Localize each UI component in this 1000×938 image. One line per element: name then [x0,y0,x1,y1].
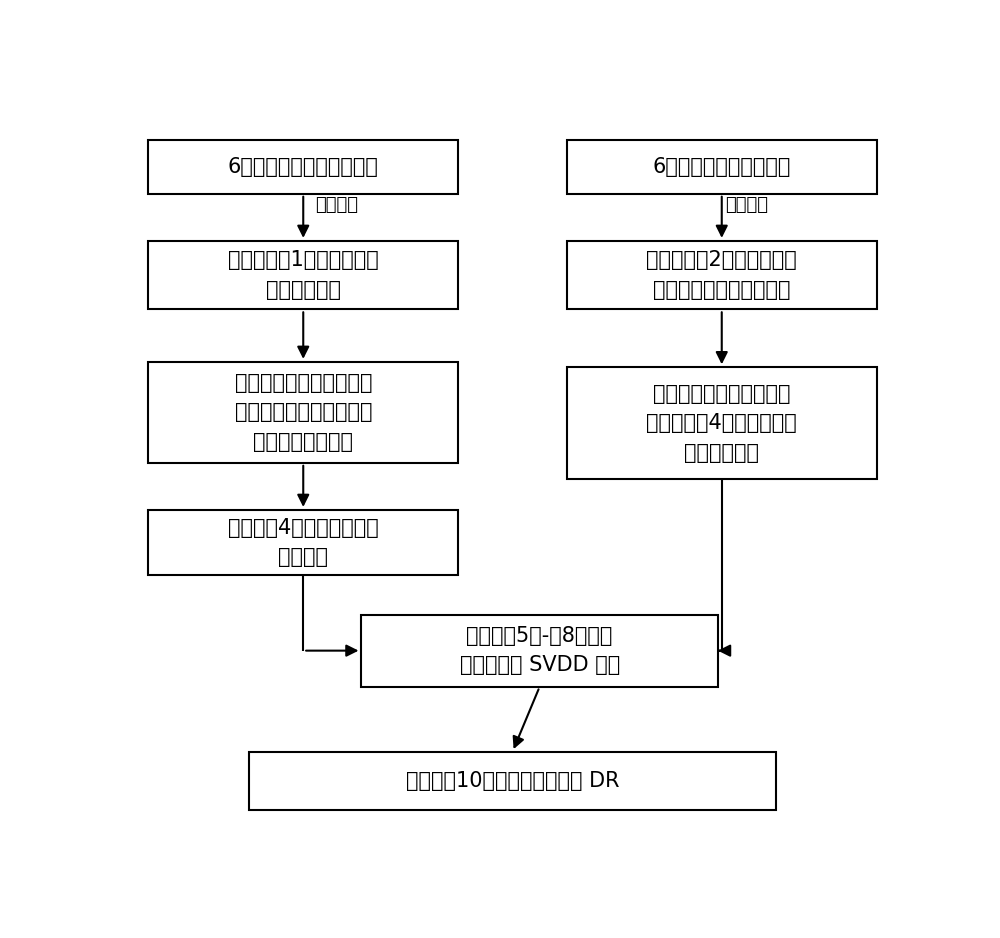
FancyBboxPatch shape [567,241,877,310]
Text: 6个输入变量的直接测量值: 6个输入变量的直接测量值 [228,157,379,176]
FancyBboxPatch shape [361,614,718,687]
FancyBboxPatch shape [148,140,458,194]
Text: 根据式（4）计算每个子空
间统计量: 根据式（4）计算每个子空 间统计量 [228,518,379,567]
FancyBboxPatch shape [567,140,877,194]
Text: 利用式（5）-（8），对
统计量进行 SVDD 建模: 利用式（5）-（8），对 统计量进行 SVDD 建模 [460,626,620,675]
Text: 6个输入变量的实时数据: 6个输入变量的实时数据 [653,157,791,176]
FancyBboxPatch shape [148,510,458,575]
FancyBboxPatch shape [148,362,458,462]
FancyBboxPatch shape [148,241,458,310]
Text: 测试数据: 测试数据 [726,196,769,214]
Text: 根据载荷矩阵特征值，对
每个变量分别选取敏感主
元，构成子空间。: 根据载荷矩阵特征值，对 每个变量分别选取敏感主 元，构成子空间。 [234,372,372,452]
FancyBboxPatch shape [567,367,877,479]
Text: 根据式（10）计算过程监控量 DR: 根据式（10）计算过程监控量 DR [406,771,619,791]
Text: 训练数据: 训练数据 [315,196,358,214]
FancyBboxPatch shape [249,751,776,809]
Text: 将数据投影到各子空间，
并根据式（4）计算每个子
空间统计量。: 将数据投影到各子空间， 并根据式（4）计算每个子 空间统计量。 [646,384,797,462]
Text: 根据公式（2）所得的均值
方差，对样本数据归一化: 根据公式（2）所得的均值 方差，对样本数据归一化 [646,250,797,300]
Text: 根据公式（1），对样本数
据归一化处理: 根据公式（1），对样本数 据归一化处理 [228,250,379,300]
